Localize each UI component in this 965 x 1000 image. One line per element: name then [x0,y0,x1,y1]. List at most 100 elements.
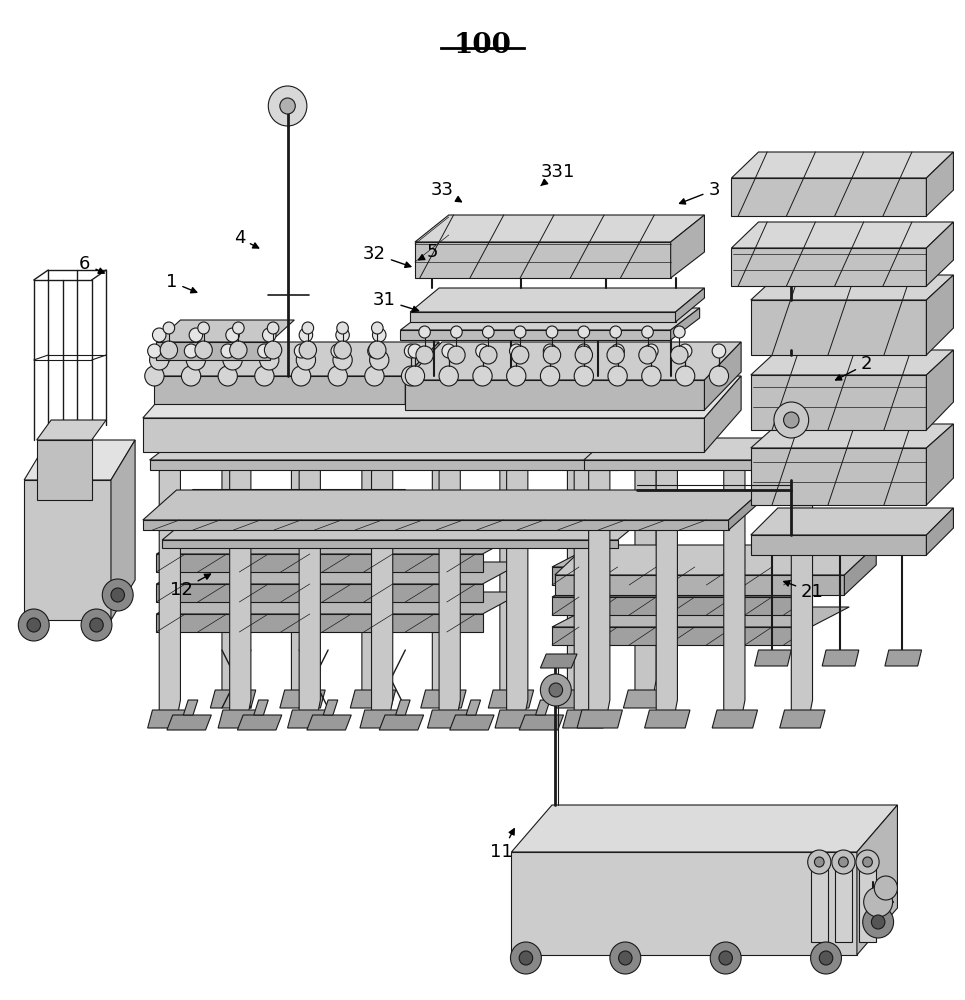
Polygon shape [552,577,849,597]
Polygon shape [450,715,494,730]
Text: 31: 31 [372,291,419,312]
Polygon shape [926,222,953,286]
Circle shape [27,618,41,632]
Circle shape [299,328,313,342]
Circle shape [819,951,833,965]
Polygon shape [511,852,857,955]
Circle shape [365,366,384,386]
Polygon shape [676,288,704,322]
Circle shape [163,322,175,334]
Polygon shape [143,376,741,418]
Polygon shape [926,424,953,505]
Circle shape [864,887,893,917]
Polygon shape [926,508,953,555]
Circle shape [230,341,247,359]
Polygon shape [379,715,424,730]
Circle shape [611,344,624,358]
FancyBboxPatch shape [811,867,828,942]
Text: 2: 2 [836,355,872,380]
Polygon shape [755,650,791,666]
Circle shape [405,366,425,386]
Circle shape [184,344,198,358]
Circle shape [863,857,872,867]
Polygon shape [623,690,669,708]
Text: 32: 32 [363,245,411,267]
Circle shape [186,350,206,370]
Polygon shape [143,418,704,452]
Polygon shape [323,700,338,715]
Circle shape [328,366,347,386]
Polygon shape [552,607,849,627]
Circle shape [575,346,593,364]
Polygon shape [156,342,270,360]
Polygon shape [791,452,813,720]
Polygon shape [350,690,396,708]
Circle shape [480,346,497,364]
Polygon shape [37,420,106,440]
Circle shape [255,366,274,386]
Polygon shape [156,614,482,632]
Circle shape [871,915,885,929]
Polygon shape [396,700,410,715]
Circle shape [90,618,103,632]
Circle shape [510,344,523,358]
Circle shape [267,322,279,334]
Circle shape [81,609,112,641]
Circle shape [145,366,164,386]
Polygon shape [230,452,251,720]
Circle shape [102,579,133,611]
Polygon shape [254,700,268,715]
Circle shape [181,366,201,386]
Polygon shape [162,540,618,548]
Polygon shape [704,342,741,410]
Circle shape [368,344,381,358]
Polygon shape [567,440,589,700]
Polygon shape [237,715,282,730]
Circle shape [268,86,307,126]
Polygon shape [156,554,482,572]
Polygon shape [780,710,825,728]
Polygon shape [671,215,704,278]
Circle shape [336,328,349,342]
Polygon shape [556,690,601,708]
Polygon shape [536,700,550,715]
Circle shape [511,346,529,364]
Polygon shape [495,710,540,728]
Text: 12: 12 [170,574,210,599]
Circle shape [416,346,433,364]
Circle shape [608,366,627,386]
Polygon shape [751,448,926,505]
Polygon shape [584,460,825,470]
Circle shape [774,402,809,438]
Polygon shape [729,490,762,530]
Circle shape [607,346,624,364]
Polygon shape [222,440,243,700]
Circle shape [510,942,541,974]
Circle shape [221,344,234,358]
Polygon shape [162,520,642,540]
Polygon shape [574,452,595,720]
Polygon shape [415,215,704,242]
Polygon shape [405,380,704,410]
Circle shape [507,366,526,386]
Polygon shape [410,288,704,312]
Circle shape [719,951,732,965]
Polygon shape [731,248,926,286]
Circle shape [372,328,386,342]
Circle shape [233,322,244,334]
Polygon shape [724,452,745,720]
Circle shape [451,326,462,338]
Circle shape [439,366,458,386]
Circle shape [370,350,389,370]
Polygon shape [885,650,922,666]
Circle shape [543,344,557,358]
Circle shape [296,350,316,370]
Polygon shape [563,710,608,728]
Circle shape [832,850,855,874]
Circle shape [372,322,383,334]
Circle shape [710,942,741,974]
Polygon shape [362,440,383,700]
FancyBboxPatch shape [859,867,876,942]
Circle shape [294,344,308,358]
Circle shape [189,328,203,342]
